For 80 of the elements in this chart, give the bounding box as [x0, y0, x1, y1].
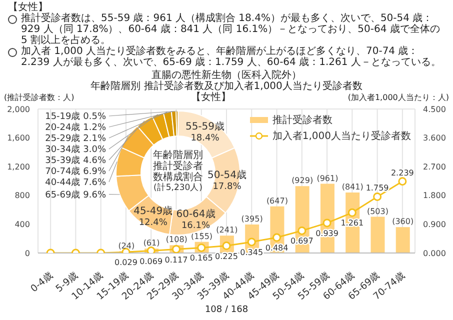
slice-label: 40-44歳: [45, 178, 80, 188]
y2-tick-label: 0.000: [423, 248, 446, 258]
y2-tick-label: 0.900: [423, 220, 446, 230]
bar: [396, 227, 410, 253]
text: 108 / 168: [204, 305, 250, 315]
slice-label: 35-39歳: [45, 156, 80, 166]
data-label: (503): [366, 206, 388, 216]
slice-label: 55-59歳: [185, 120, 225, 133]
data-label: 2.239: [390, 168, 414, 178]
slice-label: 45-49歳: [134, 204, 173, 217]
data-label: 1.759: [366, 184, 389, 193]
x-tick-label: 0-4歳: [28, 269, 56, 295]
data-label: 0.069: [140, 256, 163, 266]
point: [398, 177, 407, 186]
data-label: 0.029: [114, 258, 138, 268]
data-label: (108): [166, 235, 188, 244]
data-label: 16.1%: [181, 221, 210, 232]
point: [272, 233, 282, 242]
point: [322, 218, 332, 228]
data-label: 0.117: [164, 255, 188, 264]
annotation: (計5,230人): [152, 183, 204, 194]
slice-label: 25-29歳: [45, 134, 80, 144]
y2-tick-label: 2.700: [423, 162, 446, 172]
data-label: 9.6%: [83, 190, 106, 200]
data-label: 1.2%: [83, 123, 106, 133]
legend-label: 推計受診者数: [272, 114, 332, 127]
point: [146, 246, 156, 253]
slice-label: 70-74歳: [45, 167, 80, 177]
slice-label: 65-69歳: [45, 190, 80, 200]
y-tick-label: 1,600: [7, 134, 30, 143]
data-label: 6.9%: [83, 167, 106, 177]
point: [298, 226, 306, 235]
legend-label: 加入者1,000人当たり受診者数: [272, 130, 411, 143]
chart-subtitle: 年齢階層別 推計受診者数及び加入者1,000人当たり受診者数: [90, 81, 364, 92]
data-label: 12.4%: [138, 218, 168, 228]
point: [373, 192, 382, 201]
slice-label: 50-54歳: [207, 168, 247, 181]
text: 【女性】: [191, 92, 232, 103]
y-tick-label: 2,000: [7, 104, 30, 114]
data-label: 7.6%: [83, 178, 106, 188]
data-label: (61): [143, 238, 160, 248]
y-tick-label: 0: [24, 248, 30, 258]
text: 推計受診者数は、55-59 歳：961 人（構成割合 18.4%）が最も多く、次いで、50-54 歳：929 人（同 17.8%）、60-64 歳：841 人（同 16.1%）－となっており、50-64 歳で全体の 5 割以上を占める。: [21, 13, 441, 46]
data-label: (395): [241, 214, 263, 224]
data-label: (961): [316, 174, 338, 183]
data-label: 0.5%: [83, 112, 106, 122]
y2-tick-label: 4.500: [423, 104, 446, 114]
data-label: 0.165: [190, 254, 213, 263]
data-label: (929): [292, 176, 314, 186]
data-label: (155): [191, 232, 213, 241]
data-label: (360): [392, 217, 414, 226]
point: [348, 208, 356, 217]
text: 加入者 1,000 人当たり受診者数をみると、年齢階層が上がるほど多くなり、70-74 歳：2.239 人が最も多く、次いで、65-69 歳：1.759 人、60-64 歳：1.261 人－となっている。: [21, 46, 442, 68]
data-label: (241): [216, 226, 238, 235]
data-label: (647): [266, 196, 288, 206]
data-label: (841): [342, 182, 364, 192]
bar: [370, 216, 385, 253]
y-tick-label: 400: [14, 220, 30, 230]
data-label: 4.6%: [83, 156, 106, 166]
y-tick-label: 1,200: [7, 162, 30, 172]
y2-tick-label: 3.600: [423, 134, 446, 143]
data-label: 3.0%: [83, 145, 106, 155]
slice-label: 20-24歳: [45, 123, 80, 133]
y-tick-label: 800: [14, 191, 30, 200]
data-label: (24): [118, 241, 135, 250]
data-label: 0.225: [215, 252, 238, 261]
slice-label: 30-34歳: [45, 145, 80, 155]
data-label: 2.1%: [83, 134, 106, 144]
text: 【女性】: [8, 2, 48, 13]
text: 年齢階層別推計受診者数構成割合: [152, 150, 204, 183]
chart-title: 直腸の悪性新生物（医科入院外）: [150, 70, 302, 81]
y2-axis-title: (加入者1,000人当たり：人): [348, 92, 449, 103]
slice-label: 60-64歳: [176, 208, 216, 220]
data-label: 17.8%: [212, 182, 242, 192]
y-axis-title: (推計受診者数：人): [4, 92, 74, 103]
y2-tick-label: 1.800: [423, 191, 446, 200]
data-label: 0.345: [240, 248, 264, 257]
data-label: 18.4%: [190, 134, 220, 144]
point: [172, 245, 180, 253]
slice-label: 15-19歳: [45, 112, 80, 122]
